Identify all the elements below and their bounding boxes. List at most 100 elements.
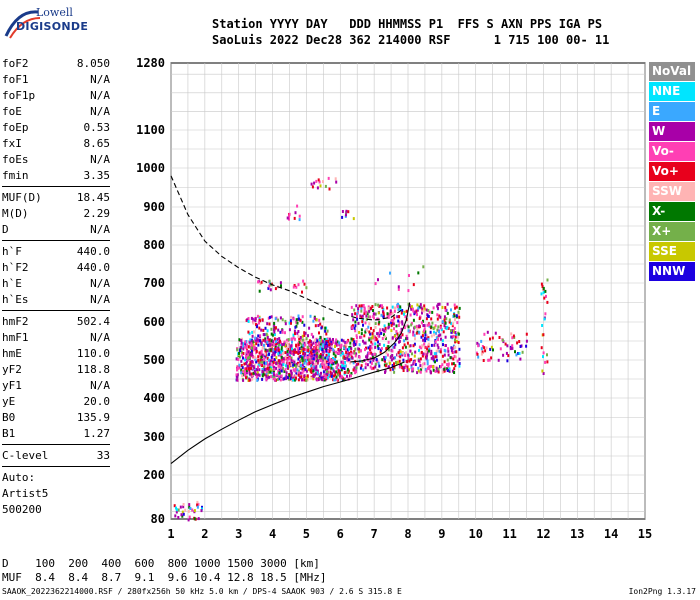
echo-point [310,364,313,368]
echo-point [247,320,250,323]
echo-point [426,366,429,370]
echo-point [424,330,427,334]
echo-point [374,322,377,325]
echo-point [519,357,522,361]
echo-point [279,343,282,346]
echo-point [452,362,455,366]
echo-point [339,374,342,378]
echo-point [247,367,250,371]
echo-point [265,332,268,336]
echo-point [288,328,291,332]
echo-point [332,367,335,371]
echo-point [324,368,327,372]
echo-point [345,209,348,213]
echo-point [391,349,394,353]
echo-point [398,365,401,369]
echo-point [419,364,422,368]
echo-point [258,316,261,320]
echo-point [372,358,375,362]
echo-point [405,334,408,338]
echo-point [447,347,450,351]
echo-point [437,303,440,306]
echo-point [242,356,244,360]
param-row-he: h`E N/A [2,276,110,292]
echo-point [337,369,340,372]
echo-point [366,312,369,316]
echo-point [292,368,295,372]
echo-point [242,347,245,351]
echo-point [423,304,426,308]
echo-point [436,304,439,308]
echo-point [364,348,366,352]
echo-point [289,351,292,354]
echo-point [518,352,521,355]
echo-point [364,330,367,334]
x-tick-label: 8 [404,527,411,541]
param-row-hme: hmE 110.0 [2,346,110,362]
echo-point [335,375,338,379]
echo-point [356,336,358,340]
echo-point [303,282,306,286]
echo-point [256,338,259,342]
echo-point [275,342,278,345]
echo-point [358,350,361,354]
param-row-fxi: fxI 8.65 [2,136,110,152]
echo-point [390,319,393,323]
logo-text-digisonde: DIGISONDE [16,20,89,33]
echo-point [201,505,203,509]
echo-point [369,345,372,349]
echo-point [346,356,349,360]
echo-point [304,367,307,371]
echo-point [360,306,363,310]
echo-point [315,344,318,348]
echo-point [269,346,272,349]
echo-point [439,350,442,354]
echo-point [277,374,280,378]
echo-point [319,355,322,359]
echo-point [417,306,420,310]
echo-point [387,365,390,369]
echo-point [430,352,433,356]
echo-point [350,372,353,375]
echo-point [297,369,300,373]
echo-point [364,362,367,366]
echo-point [268,352,270,356]
echo-point [370,306,373,310]
legend-item-w: W [649,122,695,141]
echo-point [330,366,333,370]
echo-point [263,343,265,347]
echo-point [457,335,459,338]
echo-point [354,343,357,346]
echo-point [423,324,426,328]
echo-point [421,309,424,313]
echo-point [382,311,385,315]
echo-point [281,330,284,334]
echo-point [393,345,396,349]
echo-point [315,179,318,183]
echo-point [305,369,308,373]
echo-point [363,334,366,338]
echo-point [455,350,458,354]
echo-point [387,326,390,330]
echo-point [334,378,337,382]
x-tick-label: 6 [337,527,344,541]
echo-point [335,343,338,347]
echo-point [253,317,256,321]
echo-point [441,370,444,374]
echo-point [271,333,274,337]
echo-point [263,361,266,365]
echo-point [321,348,324,352]
echo-point [279,281,282,285]
echo-point [303,338,306,342]
echo-point [383,357,386,361]
echo-point [345,350,348,354]
echo-point [454,306,457,310]
echo-point [441,354,444,358]
echo-point [371,355,374,359]
echo-point [370,326,372,330]
echo-point [454,331,457,334]
echo-point [236,375,239,379]
param-label: yF1 [2,379,22,392]
echo-point [302,279,305,283]
echo-point [242,344,245,348]
